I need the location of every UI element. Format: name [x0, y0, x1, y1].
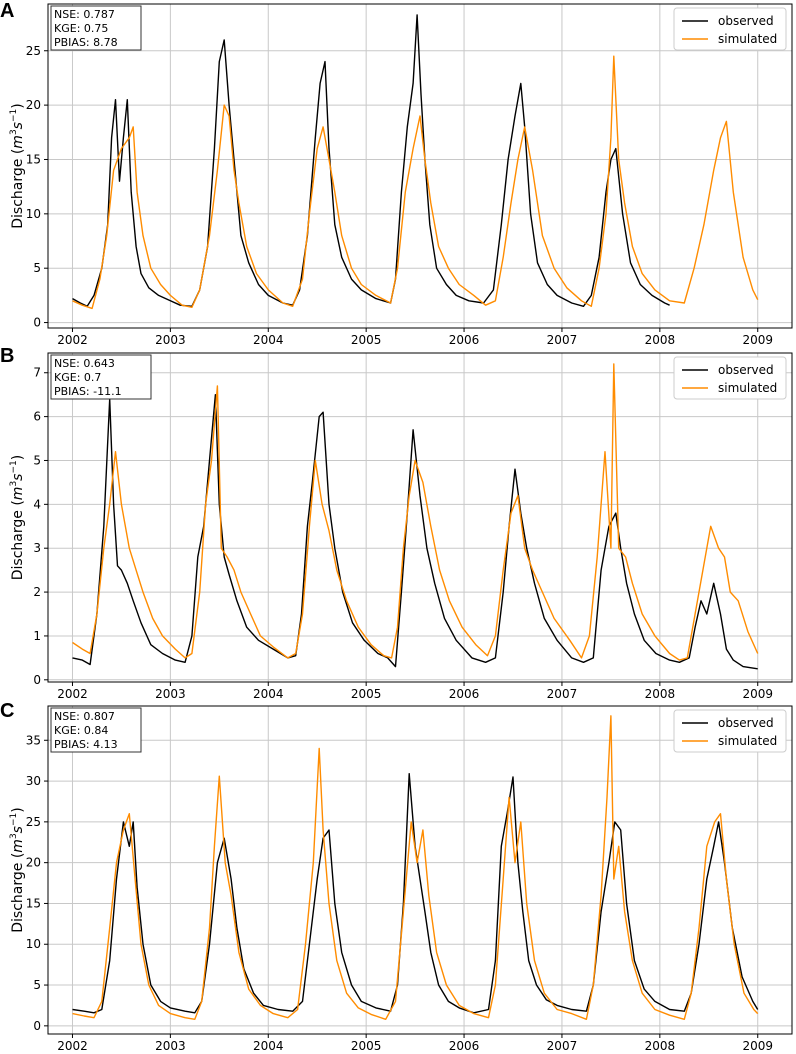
- x-tick-label: 2002: [57, 687, 88, 700]
- stats-line: NSE: 0.807: [54, 710, 115, 723]
- panel-c-letter: C: [0, 700, 15, 722]
- y-tick-label: 20: [26, 98, 41, 112]
- legend: observed simulated: [673, 356, 787, 400]
- y-tick-label: 6: [33, 410, 41, 424]
- simulated-series-line: [72, 363, 759, 661]
- x-tick-label: 2006: [449, 1039, 480, 1053]
- y-tick-label: 25: [26, 815, 41, 829]
- x-tick-label: 2007: [547, 1039, 578, 1053]
- x-tick-label: 2004: [253, 687, 284, 700]
- y-tick-label: 10: [26, 937, 41, 951]
- x-tick-label: 2005: [351, 1039, 382, 1053]
- stats-line: KGE: 0.84: [54, 724, 108, 737]
- stats-line: NSE: 0.787: [54, 8, 115, 21]
- y-tick-label: 1: [33, 629, 41, 643]
- y-tick-label: 0: [33, 1019, 41, 1033]
- y-tick-label: 30: [26, 774, 41, 788]
- plot-frame: [47, 352, 793, 683]
- x-tick-label: 2008: [645, 687, 676, 700]
- panel-b-chart: 2002 2003 2004 2005 2006 2007 2008 2009 0 1 2 3 4 5 6 7…: [9, 352, 793, 700]
- observed-series-line: [72, 14, 670, 307]
- panel-c: C 2002 2003 2004 2005 2006 2007 2008 2009 0 5 10 15…: [0, 700, 796, 1054]
- x-tick-label: 2004: [253, 333, 284, 345]
- x-tick-label: 2003: [155, 687, 186, 700]
- stats-line: PBIAS: 8.78: [54, 36, 118, 49]
- panel-c-chart: 2002 2003 2004 2005 2006 2007 2008 2009 0 5 10 15 20…: [9, 705, 793, 1053]
- stats-line: PBIAS: -11.1: [54, 385, 122, 398]
- y-axis-label: Discharge (m3s−1): [9, 103, 26, 228]
- x-tick-label: 2002: [57, 333, 88, 345]
- legend-label-simulated: simulated: [718, 734, 777, 748]
- y-tick-label: 4: [33, 497, 41, 511]
- x-tick-label: 2009: [742, 687, 773, 700]
- y-tick-label: 0: [33, 673, 41, 687]
- legend-label-observed: observed: [718, 363, 774, 377]
- y-axis-label: Discharge (m3s−1): [9, 807, 26, 932]
- stats-line: PBIAS: 4.13: [54, 738, 118, 751]
- x-tick-label: 2006: [449, 687, 480, 700]
- legend: observed simulated: [673, 7, 787, 51]
- y-tick-label: 5: [33, 261, 41, 275]
- x-tick-label: 2003: [155, 1039, 186, 1053]
- x-tick-label: 2004: [253, 1039, 284, 1053]
- y-tick-label: 7: [33, 366, 41, 380]
- x-tick-label: 2009: [742, 333, 773, 345]
- x-tick-label: 2005: [351, 333, 382, 345]
- panel-b: B 2002 2003 2004 2005 2006 2007 2008 2009 0 1 2 3 4 5…: [0, 345, 796, 700]
- panel-b-letter: B: [0, 345, 15, 367]
- x-tick-label: 2003: [155, 333, 186, 345]
- y-tick-label: 2: [33, 585, 41, 599]
- y-tick-label: 15: [26, 152, 41, 166]
- y-tick-label: 35: [26, 733, 41, 747]
- stats-line: NSE: 0.643: [54, 357, 115, 370]
- legend-label-simulated: simulated: [718, 32, 777, 46]
- x-tick-label: 2002: [57, 1039, 88, 1053]
- y-tick-label: 15: [26, 896, 41, 910]
- panel-a-chart: 2002 2003 2004 2005 2006 2007 2008 2009 0 5 10 15 20…: [9, 3, 793, 345]
- y-tick-label: 5: [33, 453, 41, 467]
- x-tick-label: 2005: [351, 687, 382, 700]
- x-tick-label: 2008: [645, 333, 676, 345]
- simulated-series-line: [72, 55, 759, 310]
- y-tick-label: 5: [33, 978, 41, 992]
- legend-label-observed: observed: [718, 716, 774, 730]
- x-tick-label: 2006: [449, 333, 480, 345]
- y-tick-label: 10: [26, 207, 41, 221]
- plot-frame: [47, 705, 793, 1035]
- y-tick-label: 25: [26, 44, 41, 58]
- stats-line: KGE: 0.75: [54, 22, 108, 35]
- legend-label-observed: observed: [718, 14, 774, 28]
- legend: observed simulated: [673, 709, 787, 753]
- x-tick-label: 2007: [547, 687, 578, 700]
- panel-a: A 2002 2003 2004 2005 2006 2007 2008 2009 0 5 10 15…: [0, 0, 796, 345]
- y-tick-label: 20: [26, 856, 41, 870]
- observed-series-line: [72, 394, 758, 670]
- panel-a-letter: A: [0, 0, 15, 22]
- observed-series-line: [72, 772, 759, 1014]
- y-axis-label: Discharge (m3s−1): [9, 455, 26, 580]
- simulated-series-line: [72, 715, 759, 1020]
- plot-frame: [47, 3, 793, 329]
- y-tick-label: 0: [33, 316, 41, 330]
- y-tick-label: 3: [33, 541, 41, 555]
- legend-label-simulated: simulated: [718, 381, 777, 395]
- x-tick-label: 2008: [645, 1039, 676, 1053]
- x-tick-label: 2007: [547, 333, 578, 345]
- x-tick-label: 2009: [742, 1039, 773, 1053]
- stats-line: KGE: 0.7: [54, 371, 101, 384]
